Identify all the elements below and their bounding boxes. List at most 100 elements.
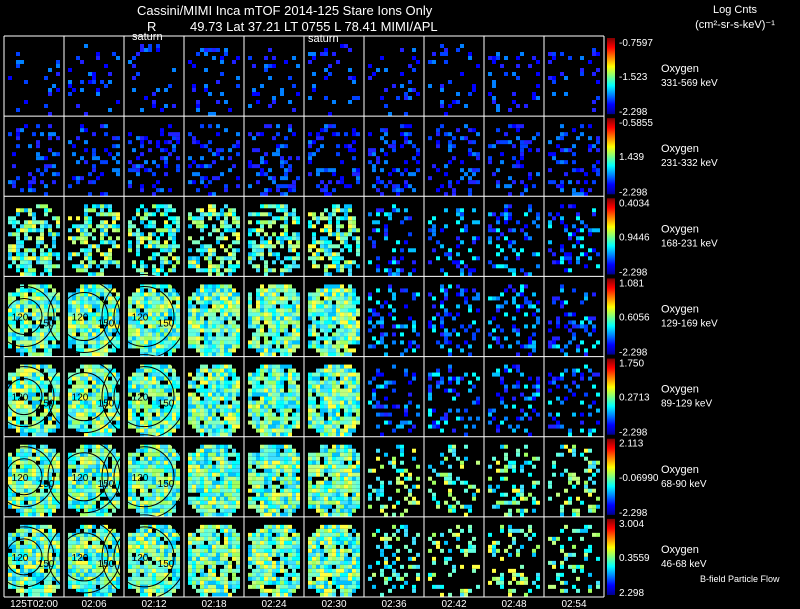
pixel bbox=[188, 296, 192, 301]
pixel bbox=[324, 76, 328, 80]
pixel bbox=[100, 384, 104, 389]
pixel bbox=[88, 432, 92, 437]
pixel bbox=[140, 376, 144, 381]
pixel bbox=[12, 244, 16, 249]
pixel bbox=[452, 316, 456, 321]
pixel bbox=[68, 412, 72, 417]
pixel bbox=[272, 260, 276, 265]
pixel bbox=[232, 340, 236, 345]
pixel bbox=[324, 124, 328, 129]
pixel bbox=[232, 60, 236, 64]
pixel bbox=[92, 272, 96, 277]
pixel bbox=[16, 288, 20, 293]
pixel bbox=[272, 336, 276, 341]
pixel bbox=[324, 304, 328, 309]
pixel bbox=[152, 232, 156, 237]
pixel bbox=[288, 312, 292, 317]
pixel bbox=[76, 304, 80, 309]
pixel bbox=[256, 428, 260, 433]
pixel bbox=[76, 268, 80, 273]
pixel bbox=[20, 336, 24, 341]
pixel bbox=[524, 396, 528, 401]
pixel bbox=[164, 256, 168, 261]
pixel bbox=[164, 248, 168, 253]
pixel bbox=[192, 216, 196, 221]
pixel bbox=[164, 300, 168, 305]
pixel bbox=[324, 364, 328, 369]
pixel bbox=[320, 236, 324, 241]
sky-map-r2-c4 bbox=[248, 204, 300, 277]
pixel bbox=[48, 428, 52, 433]
pixel bbox=[368, 76, 372, 80]
pixel bbox=[264, 380, 268, 385]
pixel bbox=[412, 144, 416, 149]
pixel bbox=[344, 428, 348, 433]
pixel bbox=[84, 392, 88, 397]
pixel bbox=[32, 372, 36, 377]
pixel bbox=[324, 68, 328, 72]
pixel bbox=[372, 164, 376, 169]
pixel bbox=[268, 320, 272, 325]
pixel bbox=[176, 244, 180, 249]
pixel bbox=[464, 264, 468, 269]
pixel bbox=[296, 316, 300, 321]
pixel bbox=[436, 424, 440, 429]
pixel bbox=[232, 228, 236, 233]
pixel bbox=[392, 428, 396, 433]
contour-label-120: 120 bbox=[72, 313, 89, 324]
pixel bbox=[340, 352, 344, 357]
pixel bbox=[508, 140, 512, 145]
pixel bbox=[216, 100, 220, 104]
pixel bbox=[344, 380, 348, 385]
pixel bbox=[328, 424, 332, 429]
pixel bbox=[324, 316, 328, 321]
pixel bbox=[32, 308, 36, 313]
pixel bbox=[312, 328, 316, 333]
pixel bbox=[216, 124, 220, 129]
pixel bbox=[156, 328, 160, 333]
pixel bbox=[164, 316, 168, 321]
pixel bbox=[384, 412, 388, 417]
pixel bbox=[224, 48, 228, 52]
pixel bbox=[280, 336, 284, 341]
pixel bbox=[172, 376, 176, 381]
pixel bbox=[260, 364, 264, 369]
pixel bbox=[556, 344, 560, 349]
pixel bbox=[336, 384, 340, 389]
pixel bbox=[392, 256, 396, 261]
pixel bbox=[252, 424, 256, 429]
pixel bbox=[144, 368, 148, 373]
pixel bbox=[448, 408, 452, 413]
pixel bbox=[36, 328, 40, 333]
pixel bbox=[192, 324, 196, 329]
pixel bbox=[576, 168, 580, 173]
pixel bbox=[48, 232, 52, 237]
pixel bbox=[136, 388, 140, 393]
pixel bbox=[8, 412, 12, 417]
pixel bbox=[220, 72, 224, 76]
pixel bbox=[332, 256, 336, 261]
pixel bbox=[112, 244, 116, 249]
pixel bbox=[408, 96, 412, 100]
pixel bbox=[52, 300, 56, 305]
pixel bbox=[256, 388, 260, 393]
pixel bbox=[256, 212, 260, 217]
pixel bbox=[68, 388, 72, 393]
pixel bbox=[268, 324, 272, 329]
pixel bbox=[504, 300, 508, 305]
pixel bbox=[324, 208, 328, 213]
pixel bbox=[536, 388, 540, 393]
pixel bbox=[56, 300, 60, 305]
pixel bbox=[152, 380, 156, 385]
pixel bbox=[228, 268, 232, 273]
pixel bbox=[216, 428, 220, 433]
pixel bbox=[500, 400, 504, 405]
pixel bbox=[228, 352, 232, 357]
pixel bbox=[12, 292, 16, 297]
pixel bbox=[224, 296, 228, 301]
pixel bbox=[220, 172, 224, 177]
pixel bbox=[572, 128, 576, 133]
pixel bbox=[472, 88, 476, 92]
pixel bbox=[344, 212, 348, 217]
pixel bbox=[340, 256, 344, 261]
